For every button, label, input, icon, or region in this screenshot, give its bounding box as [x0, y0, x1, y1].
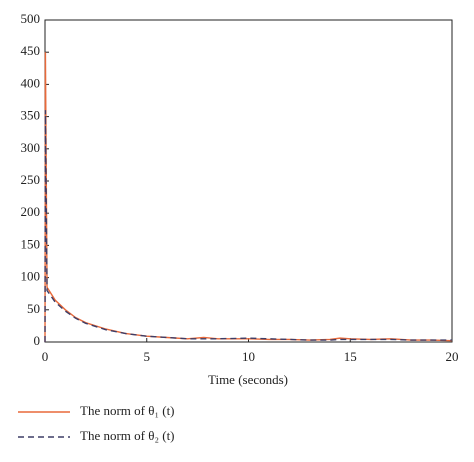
y-tick-label: 500 — [21, 11, 41, 26]
series-line — [44, 110, 452, 343]
x-tick-label: 20 — [446, 349, 459, 364]
plot-frame — [44, 19, 453, 343]
x-tick-label: 0 — [42, 349, 49, 364]
y-tick-label: 400 — [21, 75, 41, 90]
x-axis-label: Time (seconds) — [208, 372, 288, 387]
y-tick-label: 0 — [34, 333, 41, 348]
legend-label: The norm of θ₁ (t) — [80, 403, 175, 418]
y-tick-label: 450 — [21, 43, 41, 58]
y-tick-label: 50 — [27, 301, 40, 316]
x-tick-label: 5 — [144, 349, 151, 364]
y-tick-label: 300 — [21, 140, 41, 155]
legend-label: The norm of θ₂ (t) — [80, 428, 175, 443]
y-tick-label: 200 — [21, 204, 41, 219]
y-tick-label: 250 — [21, 172, 41, 187]
series-line — [44, 52, 453, 343]
x-tick-label: 10 — [242, 349, 255, 364]
y-tick-label: 350 — [21, 108, 41, 123]
x-tick-label: 15 — [344, 349, 357, 364]
y-tick-label: 100 — [21, 269, 41, 284]
y-tick-label: 150 — [21, 236, 41, 251]
